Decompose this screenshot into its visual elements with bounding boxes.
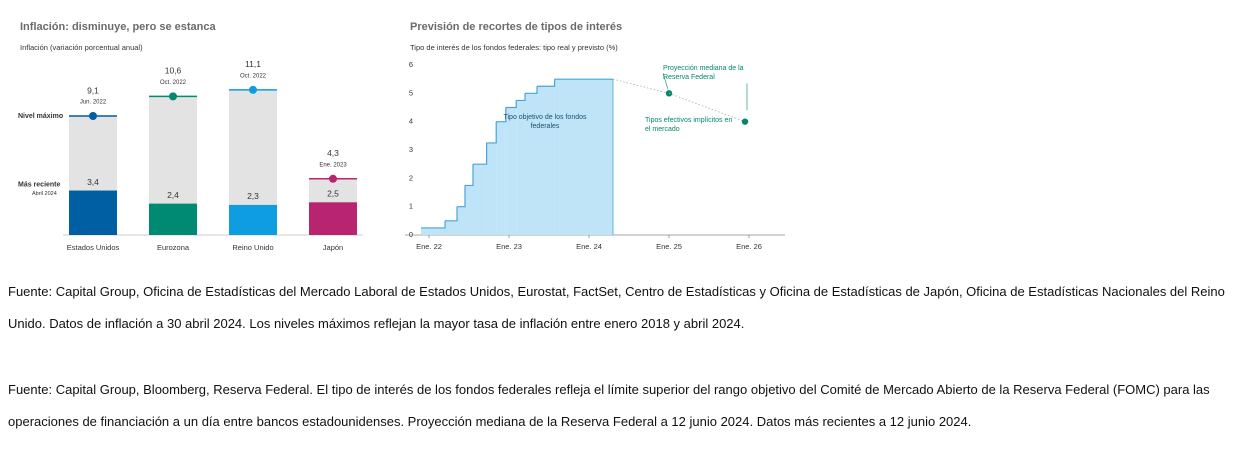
projection-path: [668, 92, 746, 123]
y-tick-label: 6: [409, 60, 413, 69]
x-tick-label: Japón: [323, 243, 343, 252]
x-tick-label: Reino Unido: [232, 243, 273, 252]
x-tick-label: Eurozona: [157, 243, 190, 252]
x-tick-label: Ene. 26: [736, 242, 762, 251]
series-date: Abril 2024: [32, 191, 57, 197]
rate-line: [496, 107, 507, 123]
series-label-text: Tipo objetivo de los fondos federales: [503, 114, 587, 131]
chart-title: Previsión de recortes de tipos de interé…: [410, 21, 622, 33]
y-tick-label: 2: [409, 173, 413, 182]
rate-area: [465, 185, 473, 235]
recent-bar: [309, 202, 357, 235]
peak-label: 11,1: [245, 59, 261, 69]
rate-area: [554, 79, 613, 236]
recent-bar: [69, 190, 117, 235]
rate-line: [505, 100, 517, 109]
rate-area: [473, 164, 487, 235]
peak-dot: [249, 85, 257, 94]
recent-label: 2,5: [327, 189, 339, 199]
peak-date: Jun. 2022: [80, 100, 107, 106]
peak-dot: [329, 174, 337, 183]
series-label: Tipo objetivo de los fondos federales: [503, 114, 587, 131]
y-tick-label: 0: [409, 230, 413, 239]
rate-area: [525, 93, 537, 235]
recent-label: 3,4: [87, 177, 99, 187]
rate-line: [465, 164, 474, 187]
rate-area: [516, 100, 525, 236]
peak-date: Oct. 2022: [160, 80, 187, 86]
peak-label: 9,1: [87, 85, 99, 95]
x-tick-label: Ene. 23: [496, 242, 522, 251]
rate-area: [457, 206, 465, 235]
rate-line: [457, 185, 466, 208]
x-tick-label: Estados Unidos: [67, 243, 120, 252]
projection-path: [612, 78, 670, 94]
rate-line: [537, 79, 556, 87]
series-label: Tipos efectivos implícitos en el mercado: [645, 116, 733, 133]
recent-label: 2,4: [167, 190, 179, 200]
source-note: Fuente: Capital Group, Bloomberg, Reserv…: [8, 382, 1210, 429]
rate-area: [496, 121, 506, 235]
rate-area: [421, 227, 445, 235]
series-label: Más reciente: [18, 181, 61, 188]
y-tick-label: 3: [409, 145, 413, 154]
source-note: Fuente: Capital Group, Oficina de Estadí…: [8, 284, 1225, 331]
x-tick-label: Ene. 24: [576, 242, 602, 251]
recent-label: 2,3: [247, 191, 259, 201]
rate-area: [445, 220, 457, 235]
y-tick-label: 4: [409, 117, 413, 126]
series-label: Proyección mediana de la Reserva Federal: [663, 65, 744, 82]
recent-bar: [229, 204, 277, 235]
series-label-text: Tipos efectivos implícitos en el mercado: [645, 116, 733, 133]
x-tick-label: Ene. 25: [656, 242, 682, 251]
chart-subtitle: Tipo de interés de los fondos federales:…: [410, 43, 618, 52]
rate-line: [525, 86, 538, 94]
series-label: Nivel máximo: [18, 113, 63, 120]
rate-line: [421, 220, 446, 229]
peak-label: 4,3: [327, 148, 339, 158]
recent-bar: [149, 203, 197, 235]
peak-dot: [89, 112, 97, 120]
peak-dot: [169, 92, 177, 101]
rate-line: [445, 206, 458, 222]
rate-line: [473, 142, 488, 165]
x-tick-label: Ene. 22: [416, 242, 442, 251]
chart-subtitle: Inflación (variación porcentual anual): [20, 43, 143, 52]
rate-area: [537, 86, 555, 235]
peak-date: Ene. 2023: [319, 162, 347, 168]
charts: Inflación: disminuye, pero se estanca Inf…: [18, 21, 785, 252]
rate-area: [486, 142, 497, 235]
rate-area: [505, 107, 517, 235]
y-tick-label: 1: [409, 202, 413, 211]
series-label-text: Proyección mediana de la Reserva Federal: [663, 65, 744, 82]
rate-line: [516, 93, 526, 102]
peak-date: Oct. 2022: [240, 73, 267, 79]
y-tick-label: 5: [409, 88, 413, 97]
peak-label: 10,6: [165, 66, 182, 76]
rate-line: [486, 121, 497, 144]
chart-title: Inflación: disminuye, pero se estanca: [20, 21, 216, 33]
projection-dot: [741, 118, 749, 125]
connector: [662, 73, 669, 90]
